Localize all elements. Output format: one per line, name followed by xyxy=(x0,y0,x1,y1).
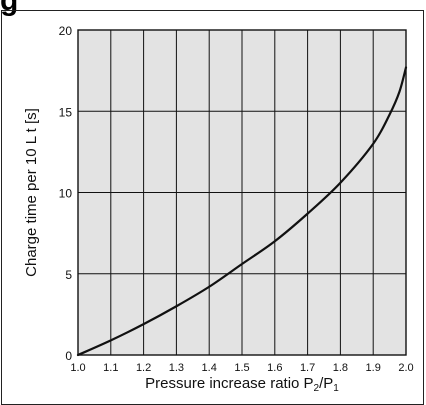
x-tick-label: 1.9 xyxy=(366,362,381,374)
x-tick-label: 1.1 xyxy=(103,362,118,374)
x-tick-label: 2.0 xyxy=(398,362,413,374)
x-tick-label: 1.0 xyxy=(70,362,85,374)
x-tick-label: 1.2 xyxy=(136,362,151,374)
page-title: g xyxy=(0,0,19,17)
x-tick-label: 1.6 xyxy=(267,362,282,374)
series-line xyxy=(76,66,408,357)
y-axis-label: Charge time per 10 L t [s] xyxy=(23,108,40,277)
x-tick-labels: 1.0 1.1 1.2 1.3 1.4 1.5 1.6 1.7 1.8 1.9 2.0 xyxy=(70,362,413,374)
x-tick-label: 1.7 xyxy=(300,362,315,374)
x-tick-label: 1.3 xyxy=(169,362,184,374)
y-tick-label: 15 xyxy=(59,105,73,119)
plot-border xyxy=(77,29,407,356)
y-tick-label: 20 xyxy=(59,24,73,38)
y-tick-label: 0 xyxy=(65,349,72,363)
x-tick-label: 1.4 xyxy=(202,362,217,374)
x-axis-label: Pressure increase ratio P2/P1 xyxy=(145,375,339,394)
x-tick-label: 1.8 xyxy=(333,362,348,374)
y-tick-label: 5 xyxy=(65,268,72,282)
x-tick-label: 1.5 xyxy=(234,362,249,374)
y-tick-labels: 0 5 10 15 20 xyxy=(59,24,73,363)
y-tick-label: 10 xyxy=(59,187,73,201)
